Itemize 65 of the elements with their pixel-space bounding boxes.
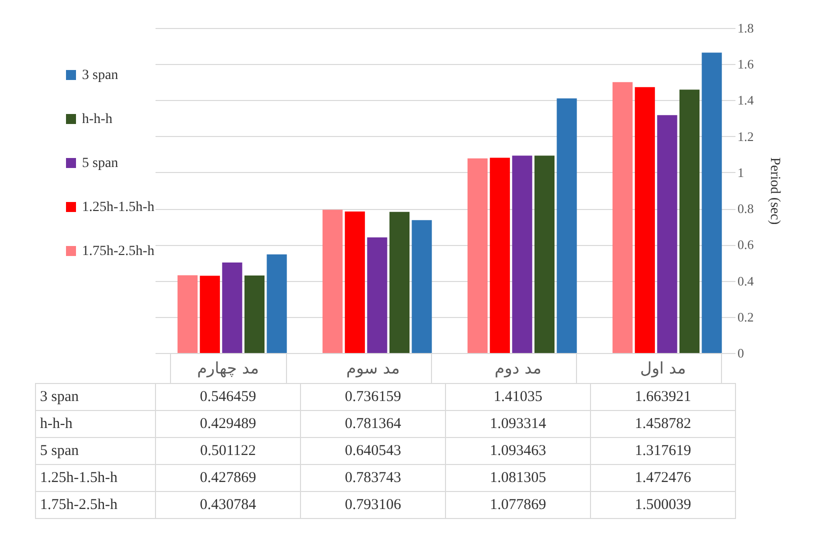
text: 5 span: [40, 442, 79, 458]
legend-label: 3 span: [82, 68, 118, 83]
x-tick-label: مد سوم: [346, 358, 400, 378]
y-axis-title: Period (sec): [766, 157, 782, 225]
y-tick-label: 1: [738, 164, 744, 180]
bar: [389, 212, 410, 353]
x-tick-label: مد دوم: [494, 358, 542, 378]
text: 1.25h-1.5h-h: [40, 470, 118, 486]
data-label: 1.077869: [446, 492, 590, 518]
y-tick-label: 1.2: [738, 128, 754, 144]
data-label: 1.458782: [590, 410, 736, 438]
bar: [222, 262, 242, 353]
bar: [702, 52, 722, 353]
legend-label: 1.25h-1.5h-h: [82, 200, 154, 215]
data-label: 0.427869: [156, 464, 300, 492]
data-label: 0.736159: [300, 384, 446, 410]
bar: [178, 275, 198, 353]
bar: [512, 156, 532, 353]
bar: [344, 211, 365, 353]
data-label: 1.472476: [590, 464, 736, 492]
data-label: 1.41035: [446, 384, 590, 410]
bar: [657, 115, 678, 353]
bar: [266, 254, 287, 353]
y-tick-label: 0.2: [738, 309, 754, 324]
data-label: 1.093463: [446, 438, 590, 464]
bar: [244, 275, 265, 353]
bar: [200, 276, 220, 353]
data-label: 0.546459: [156, 384, 300, 410]
data-label: 0.783743: [300, 464, 446, 492]
bar: [534, 156, 555, 353]
bar: [322, 210, 343, 353]
data-label: 1.081305: [446, 464, 590, 492]
data-label: 1.317619: [590, 438, 736, 464]
data-label: 1.500039: [590, 492, 736, 518]
data-label: 0.430784: [156, 492, 300, 518]
y-tick-label: 0.8: [738, 201, 754, 216]
y-tick-label: 1.8: [738, 20, 754, 36]
text: 1.75h-2.5h-h: [40, 496, 118, 512]
y-tick-label: 1.6: [738, 56, 754, 72]
data-label: 0.793106: [300, 492, 446, 518]
text: 3 span: [40, 388, 79, 404]
x-tick-label: مد چهارم: [197, 358, 259, 378]
bar: [367, 237, 388, 353]
data-label: 1.093314: [446, 410, 590, 438]
bar: [634, 87, 655, 353]
legend-label: h-h-h: [82, 112, 112, 127]
y-tick-label: 0: [738, 346, 744, 360]
legend-label: 1.75h-2.5h-h: [82, 244, 154, 259]
data-label: 1.663921: [590, 384, 736, 410]
legend-label: 5 span: [82, 156, 118, 171]
data-label: 0.640543: [300, 438, 446, 464]
bar: [412, 220, 432, 353]
data-label: 0.501122: [156, 438, 300, 464]
bar: [490, 158, 510, 353]
y-tick-label: 1.4: [738, 92, 754, 108]
text: h-h-h: [40, 416, 72, 432]
y-tick-label: 0.6: [738, 237, 754, 252]
x-tick-label: مد اول: [640, 358, 686, 378]
bar: [468, 158, 488, 353]
bar: [679, 90, 700, 353]
y-tick-label: 0.4: [738, 273, 754, 288]
data-label: 0.781364: [300, 410, 446, 438]
data-label: 0.429489: [156, 410, 300, 438]
bar: [556, 98, 577, 353]
bar: [612, 82, 633, 353]
